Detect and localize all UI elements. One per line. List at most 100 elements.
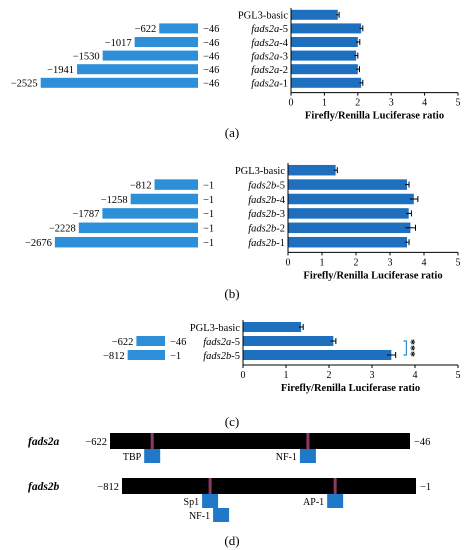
bar <box>291 37 358 47</box>
fragment-end-label: −1 <box>203 224 214 235</box>
tf-label: TBP <box>123 452 142 463</box>
bar <box>243 322 302 332</box>
bar <box>288 222 411 234</box>
x-axis-label: Firefly/Renilla Luciferase ratio <box>303 270 442 281</box>
fragment-end-label: −46 <box>203 79 219 90</box>
category-label: fads2b-5 <box>203 351 240 362</box>
category-label: fads2a-1 <box>251 79 288 90</box>
bar <box>288 193 414 205</box>
fragment-end-label: −1 <box>203 195 214 206</box>
category-label: fads2b-1 <box>248 238 285 249</box>
category-label-gene: fads2b <box>248 195 276 206</box>
binding-site-mark <box>306 433 310 449</box>
tf-box <box>144 449 161 463</box>
category-label-gene: fads2a <box>203 337 231 348</box>
bar <box>243 350 392 360</box>
promoter-fragment <box>102 208 198 219</box>
panel-label-a: (a) <box>225 125 239 140</box>
bar <box>243 336 334 346</box>
category-label-gene: fads2b <box>248 209 276 220</box>
category-label-gene: fads2a <box>251 79 279 90</box>
bar <box>291 50 357 61</box>
fragment-end-label: −1 <box>203 238 214 249</box>
category-label: fads2a-5 <box>251 24 288 35</box>
x-axis-label: Firefly/Renilla Luciferase ratio <box>281 383 420 394</box>
panel-label-d: (d) <box>224 533 239 548</box>
category-label-suffix: -2 <box>276 224 285 235</box>
binding-site-mark <box>150 433 154 449</box>
binding-site-mark <box>333 478 337 494</box>
panel-label-c: (c) <box>225 414 239 429</box>
chart-panel-0: 0 1 2 3 4 5 Firefly/Renilla Luciferase ratio −6… <box>11 8 461 122</box>
x-tick-label: 4 <box>422 257 427 268</box>
promoter-name: fads2a <box>28 436 60 448</box>
promoter-fragment <box>102 50 198 61</box>
bar <box>291 23 362 34</box>
x-tick-label: 3 <box>389 98 394 109</box>
category-label-suffix: -5 <box>231 351 240 362</box>
category-label-suffix: -4 <box>279 38 288 49</box>
category-label: PGL3-basic <box>238 11 288 22</box>
promoter-fragment <box>159 23 198 34</box>
x-tick-label: 1 <box>322 98 327 109</box>
x-tick-label: 1 <box>284 370 289 381</box>
bar <box>288 208 409 219</box>
fragment-end-label: −46 <box>203 65 219 76</box>
x-tick-label: 2 <box>327 370 332 381</box>
category-label-gene: fads2b <box>203 351 231 362</box>
category-label-gene: fads2a <box>251 38 279 49</box>
fragment-end-label: −46 <box>170 337 186 348</box>
binding-site-mark <box>208 478 212 494</box>
fragment-end-label: −46 <box>203 24 219 35</box>
fragment-start-label: −812 <box>103 351 125 362</box>
promoter-start-label: −622 <box>85 437 107 448</box>
fragment-start-label: −2228 <box>49 224 76 235</box>
bar <box>291 9 338 20</box>
bar <box>288 164 336 176</box>
fragment-end-label: −1 <box>203 209 214 220</box>
category-label: fads2a-5 <box>203 337 240 348</box>
category-label-gene: fads2b <box>248 238 276 249</box>
x-tick-label: 0 <box>241 370 246 381</box>
x-tick-label: 5 <box>456 98 461 109</box>
category-label-suffix: -2 <box>279 65 288 76</box>
x-tick-label: 4 <box>422 98 427 109</box>
fragment-start-label: −622 <box>112 337 134 348</box>
category-label-gene: fads2b <box>248 224 276 235</box>
x-axis-label: Firefly/Renilla Luciferase ratio <box>305 111 444 122</box>
promoter-start-label: −812 <box>97 482 119 493</box>
fragment-start-label: −622 <box>135 24 157 35</box>
x-tick-label: 0 <box>286 257 291 268</box>
significance-bracket <box>403 340 407 356</box>
bar <box>288 236 407 248</box>
x-tick-label: 4 <box>413 370 418 381</box>
fragment-start-label: −2676 <box>25 238 52 249</box>
promoter-bar <box>122 478 416 494</box>
category-label-suffix: -3 <box>279 51 288 62</box>
category-label: fads2b-2 <box>248 224 285 235</box>
category-label-suffix: -1 <box>276 238 285 249</box>
chart-panel-1: 0 1 2 3 4 5 Firefly/Renilla Luciferase ratio −8… <box>25 163 461 281</box>
category-label-suffix: -5 <box>231 337 240 348</box>
fragment-start-label: −1017 <box>105 38 132 49</box>
tf-box <box>202 494 219 508</box>
promoter-fragment <box>54 236 198 248</box>
promoter-fragment <box>154 179 198 190</box>
category-label-suffix: -4 <box>276 195 285 206</box>
category-label-gene: fads2a <box>251 51 279 62</box>
category-label-suffix: -5 <box>279 24 288 35</box>
chart-panel-2: 0 1 2 3 4 5 Firefly/Renilla Luciferase ratio **… <box>103 320 461 394</box>
promoter-fragment <box>78 222 198 234</box>
fragment-end-label: −1 <box>170 351 181 362</box>
category-label-gene: fads2a <box>251 24 279 35</box>
fragment-start-label: −1787 <box>72 209 99 220</box>
promoter-bar <box>110 433 410 449</box>
category-label-suffix: -5 <box>276 180 285 191</box>
promoter-fragment <box>130 193 198 205</box>
x-tick-label: 3 <box>370 370 375 381</box>
category-label: fads2a-4 <box>251 38 289 49</box>
fragment-start-label: −812 <box>130 180 152 191</box>
x-tick-label: 5 <box>456 257 461 268</box>
promoter-fragment <box>136 336 165 346</box>
